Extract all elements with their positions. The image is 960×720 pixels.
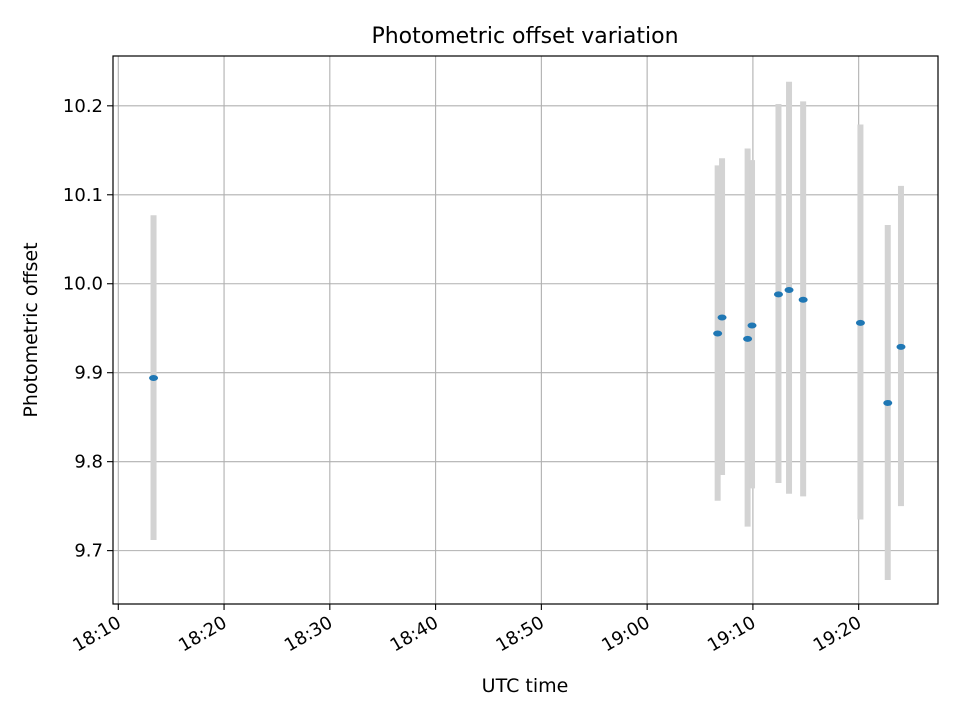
data-point [773,291,783,298]
y-tick-label: 9.8 [74,452,103,473]
y-tick-label: 9.7 [74,541,103,562]
data-point [747,322,757,329]
y-tick-label: 10.1 [63,185,103,206]
data-points [149,286,906,406]
y-tick-label: 9.9 [74,363,103,384]
data-point [743,335,753,342]
data-point [784,286,794,293]
chart-title: Photometric offset variation [371,24,678,49]
data-point [798,296,808,303]
y-axis-label: Photometric offset [20,242,42,417]
y-tick-label: 10.2 [63,96,103,117]
data-point [717,314,727,321]
data-point [713,330,723,337]
data-point [896,343,906,350]
y-axis-ticks: 9.7 9.8 9.9 10.0 10.1 10.2 [63,96,113,562]
y-tick-label: 10.0 [63,274,103,295]
data-point [855,319,865,326]
data-point [149,375,159,382]
x-axis-label: UTC time [482,675,569,697]
data-point [883,399,893,406]
plot-frame [112,55,939,605]
